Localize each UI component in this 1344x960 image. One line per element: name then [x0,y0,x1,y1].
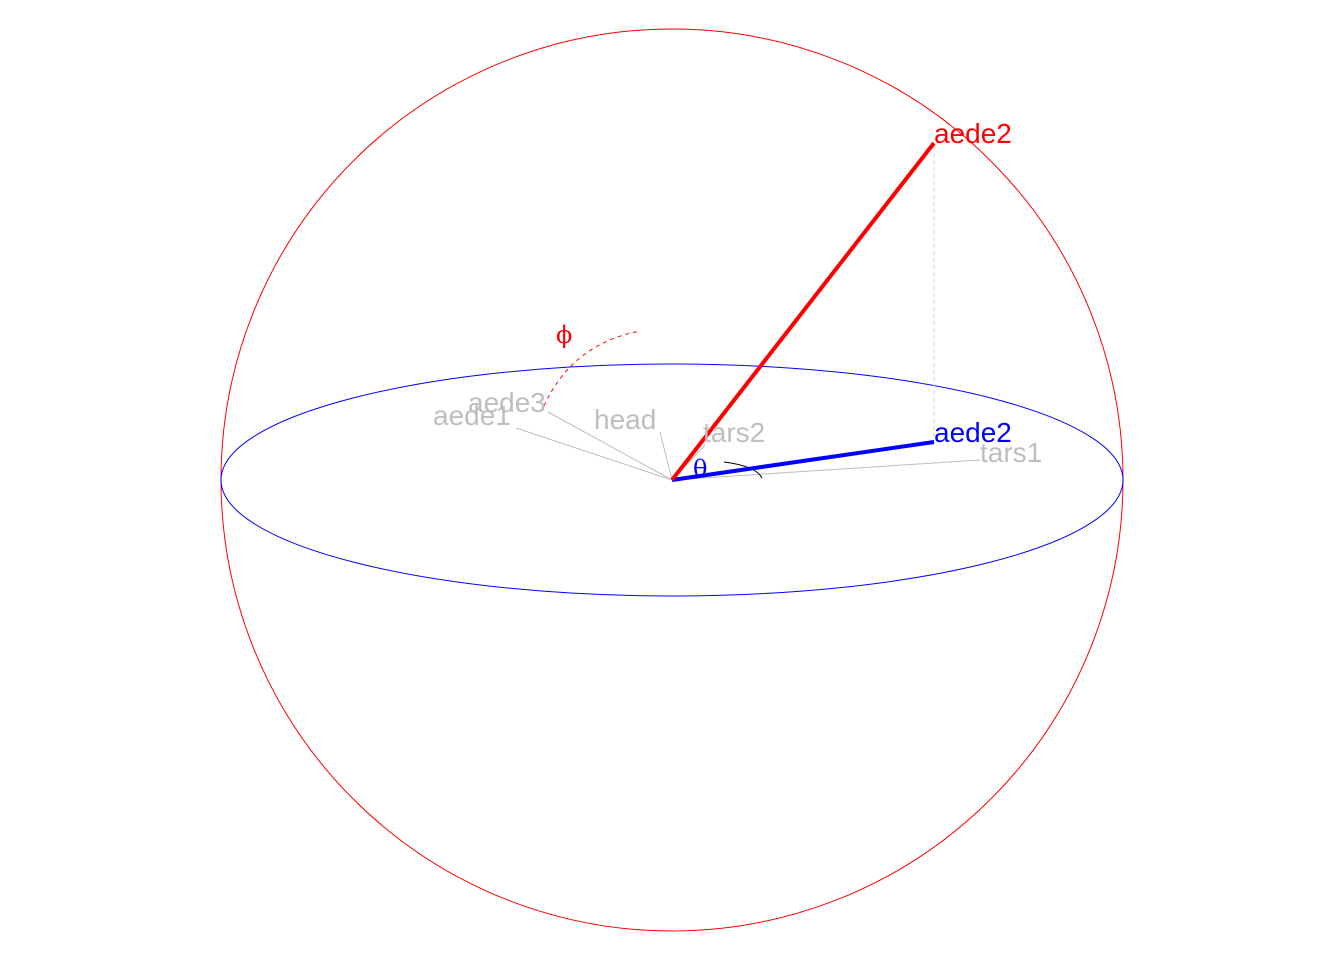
phi-arc [543,330,641,407]
label-tars2: tars2 [703,417,765,448]
variable-line-aede3 [547,411,673,481]
variable-line-tars1 [671,459,981,481]
variable-line-head [659,431,673,481]
label-tars1: tars1 [980,437,1042,468]
label-aede2-vector: aede2 [934,118,1012,149]
projection-vector [671,440,935,482]
aede2-vector [670,141,936,482]
variable-line-aede1 [515,427,673,481]
phi-symbol: ϕ [556,321,572,349]
label-aede1: aede1 [433,400,511,431]
label-aede2-projection: aede2 [934,417,1012,448]
label-aede3: aede3 [468,387,546,418]
label-head: head [594,404,656,435]
equator-ellipse [220,363,1124,597]
theta-symbol: θ [693,455,707,483]
